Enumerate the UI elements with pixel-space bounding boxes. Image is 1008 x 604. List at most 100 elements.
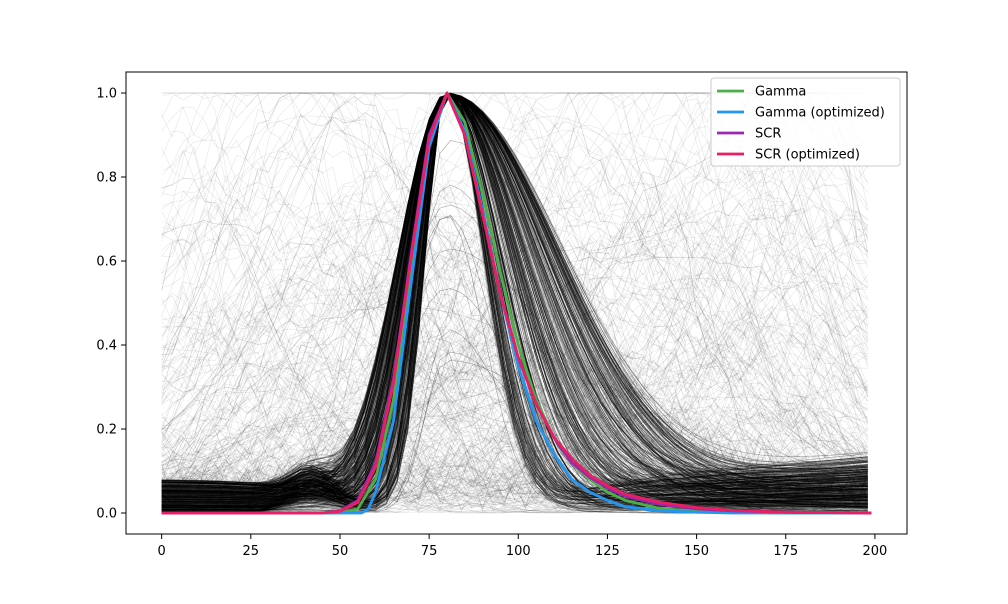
background-trace xyxy=(161,146,869,501)
background-trace xyxy=(161,93,868,507)
background-trace xyxy=(161,93,868,508)
x-tick-label: 200 xyxy=(862,544,887,559)
background-trace xyxy=(161,92,868,493)
background-trace xyxy=(161,145,868,498)
background-trace xyxy=(161,92,868,507)
background-trace xyxy=(161,92,868,503)
background-trace xyxy=(161,92,868,484)
background-trace xyxy=(161,189,869,514)
background-trace xyxy=(161,93,868,498)
background-trace xyxy=(161,219,868,502)
background-trace xyxy=(161,171,868,510)
background-trace xyxy=(161,137,868,482)
background-trace xyxy=(161,238,868,507)
background-trace xyxy=(161,363,868,513)
background-trace xyxy=(161,92,868,511)
background-trace xyxy=(161,466,868,514)
legend-box xyxy=(710,77,901,167)
background-trace xyxy=(161,93,868,492)
background-trace xyxy=(161,93,868,498)
background-trace xyxy=(161,398,868,514)
background-trace xyxy=(161,92,868,477)
background-trace xyxy=(161,157,869,513)
background-trace xyxy=(161,286,868,511)
background-trace xyxy=(161,225,869,513)
background-trace xyxy=(161,92,868,509)
background-trace xyxy=(161,374,868,512)
background-trace xyxy=(161,94,868,492)
background-trace xyxy=(161,92,868,508)
background-trace xyxy=(161,92,868,502)
background-trace xyxy=(161,292,869,508)
background-trace xyxy=(161,92,868,501)
background-trace xyxy=(161,92,868,508)
background-trace xyxy=(161,93,868,500)
background-trace xyxy=(161,92,868,514)
background-trace xyxy=(161,210,868,514)
background-trace xyxy=(161,235,869,504)
background-trace xyxy=(161,92,868,507)
background-trace xyxy=(161,247,869,510)
background-trace xyxy=(161,92,868,510)
background-trace xyxy=(161,303,869,509)
background-trace xyxy=(161,178,868,514)
background-trace xyxy=(161,92,868,498)
background-trace xyxy=(161,93,868,486)
background-trace xyxy=(161,342,869,500)
background-trace xyxy=(161,317,869,505)
background-trace xyxy=(161,92,868,487)
background-trace xyxy=(161,92,868,511)
background-trace xyxy=(161,113,868,505)
background-trace xyxy=(161,93,868,484)
background-trace xyxy=(161,311,868,514)
background-trace xyxy=(161,92,868,490)
background-trace xyxy=(161,185,868,468)
background-trace xyxy=(161,162,869,508)
y-axis: 0.0 0.2 0.4 0.6 0.8 1.0 xyxy=(96,87,126,522)
background-trace xyxy=(161,93,868,504)
background-trace xyxy=(161,93,868,513)
background-trace xyxy=(161,212,869,443)
background-trace xyxy=(161,92,868,505)
background-trace xyxy=(161,93,868,496)
background-trace xyxy=(161,93,868,500)
background-trace xyxy=(161,92,868,501)
background-trace xyxy=(161,94,868,507)
background-trace xyxy=(161,185,868,497)
background-trace xyxy=(161,234,868,513)
background-trace xyxy=(161,233,868,497)
background-trace xyxy=(161,92,868,488)
background-trace xyxy=(161,92,868,497)
background-trace xyxy=(161,92,868,510)
background-trace xyxy=(161,92,868,512)
background-trace xyxy=(161,329,868,479)
background-trace xyxy=(161,296,869,492)
background-trace xyxy=(161,93,868,504)
background-trace xyxy=(161,93,868,495)
background-trace xyxy=(161,92,868,509)
background-trace xyxy=(161,220,869,507)
background-trace xyxy=(161,325,868,513)
background-trace xyxy=(161,177,869,442)
background-trace xyxy=(161,92,868,488)
background-trace xyxy=(161,376,868,514)
background-trace xyxy=(161,336,868,501)
background-trace xyxy=(161,277,869,492)
background-trace xyxy=(161,154,868,510)
background-trace xyxy=(161,93,868,507)
background-trace xyxy=(161,94,868,495)
background-trace xyxy=(161,93,868,513)
background-trace xyxy=(161,276,868,503)
background-trace xyxy=(161,92,869,514)
background-trace xyxy=(161,398,868,514)
background-trace xyxy=(161,93,868,509)
background-trace xyxy=(161,417,868,505)
background-trace xyxy=(161,92,868,503)
background-trace xyxy=(161,354,868,509)
background-trace xyxy=(161,93,868,501)
background-trace xyxy=(161,92,868,498)
background-trace xyxy=(161,92,868,508)
background-trace xyxy=(161,373,868,509)
background-trace xyxy=(161,125,869,496)
